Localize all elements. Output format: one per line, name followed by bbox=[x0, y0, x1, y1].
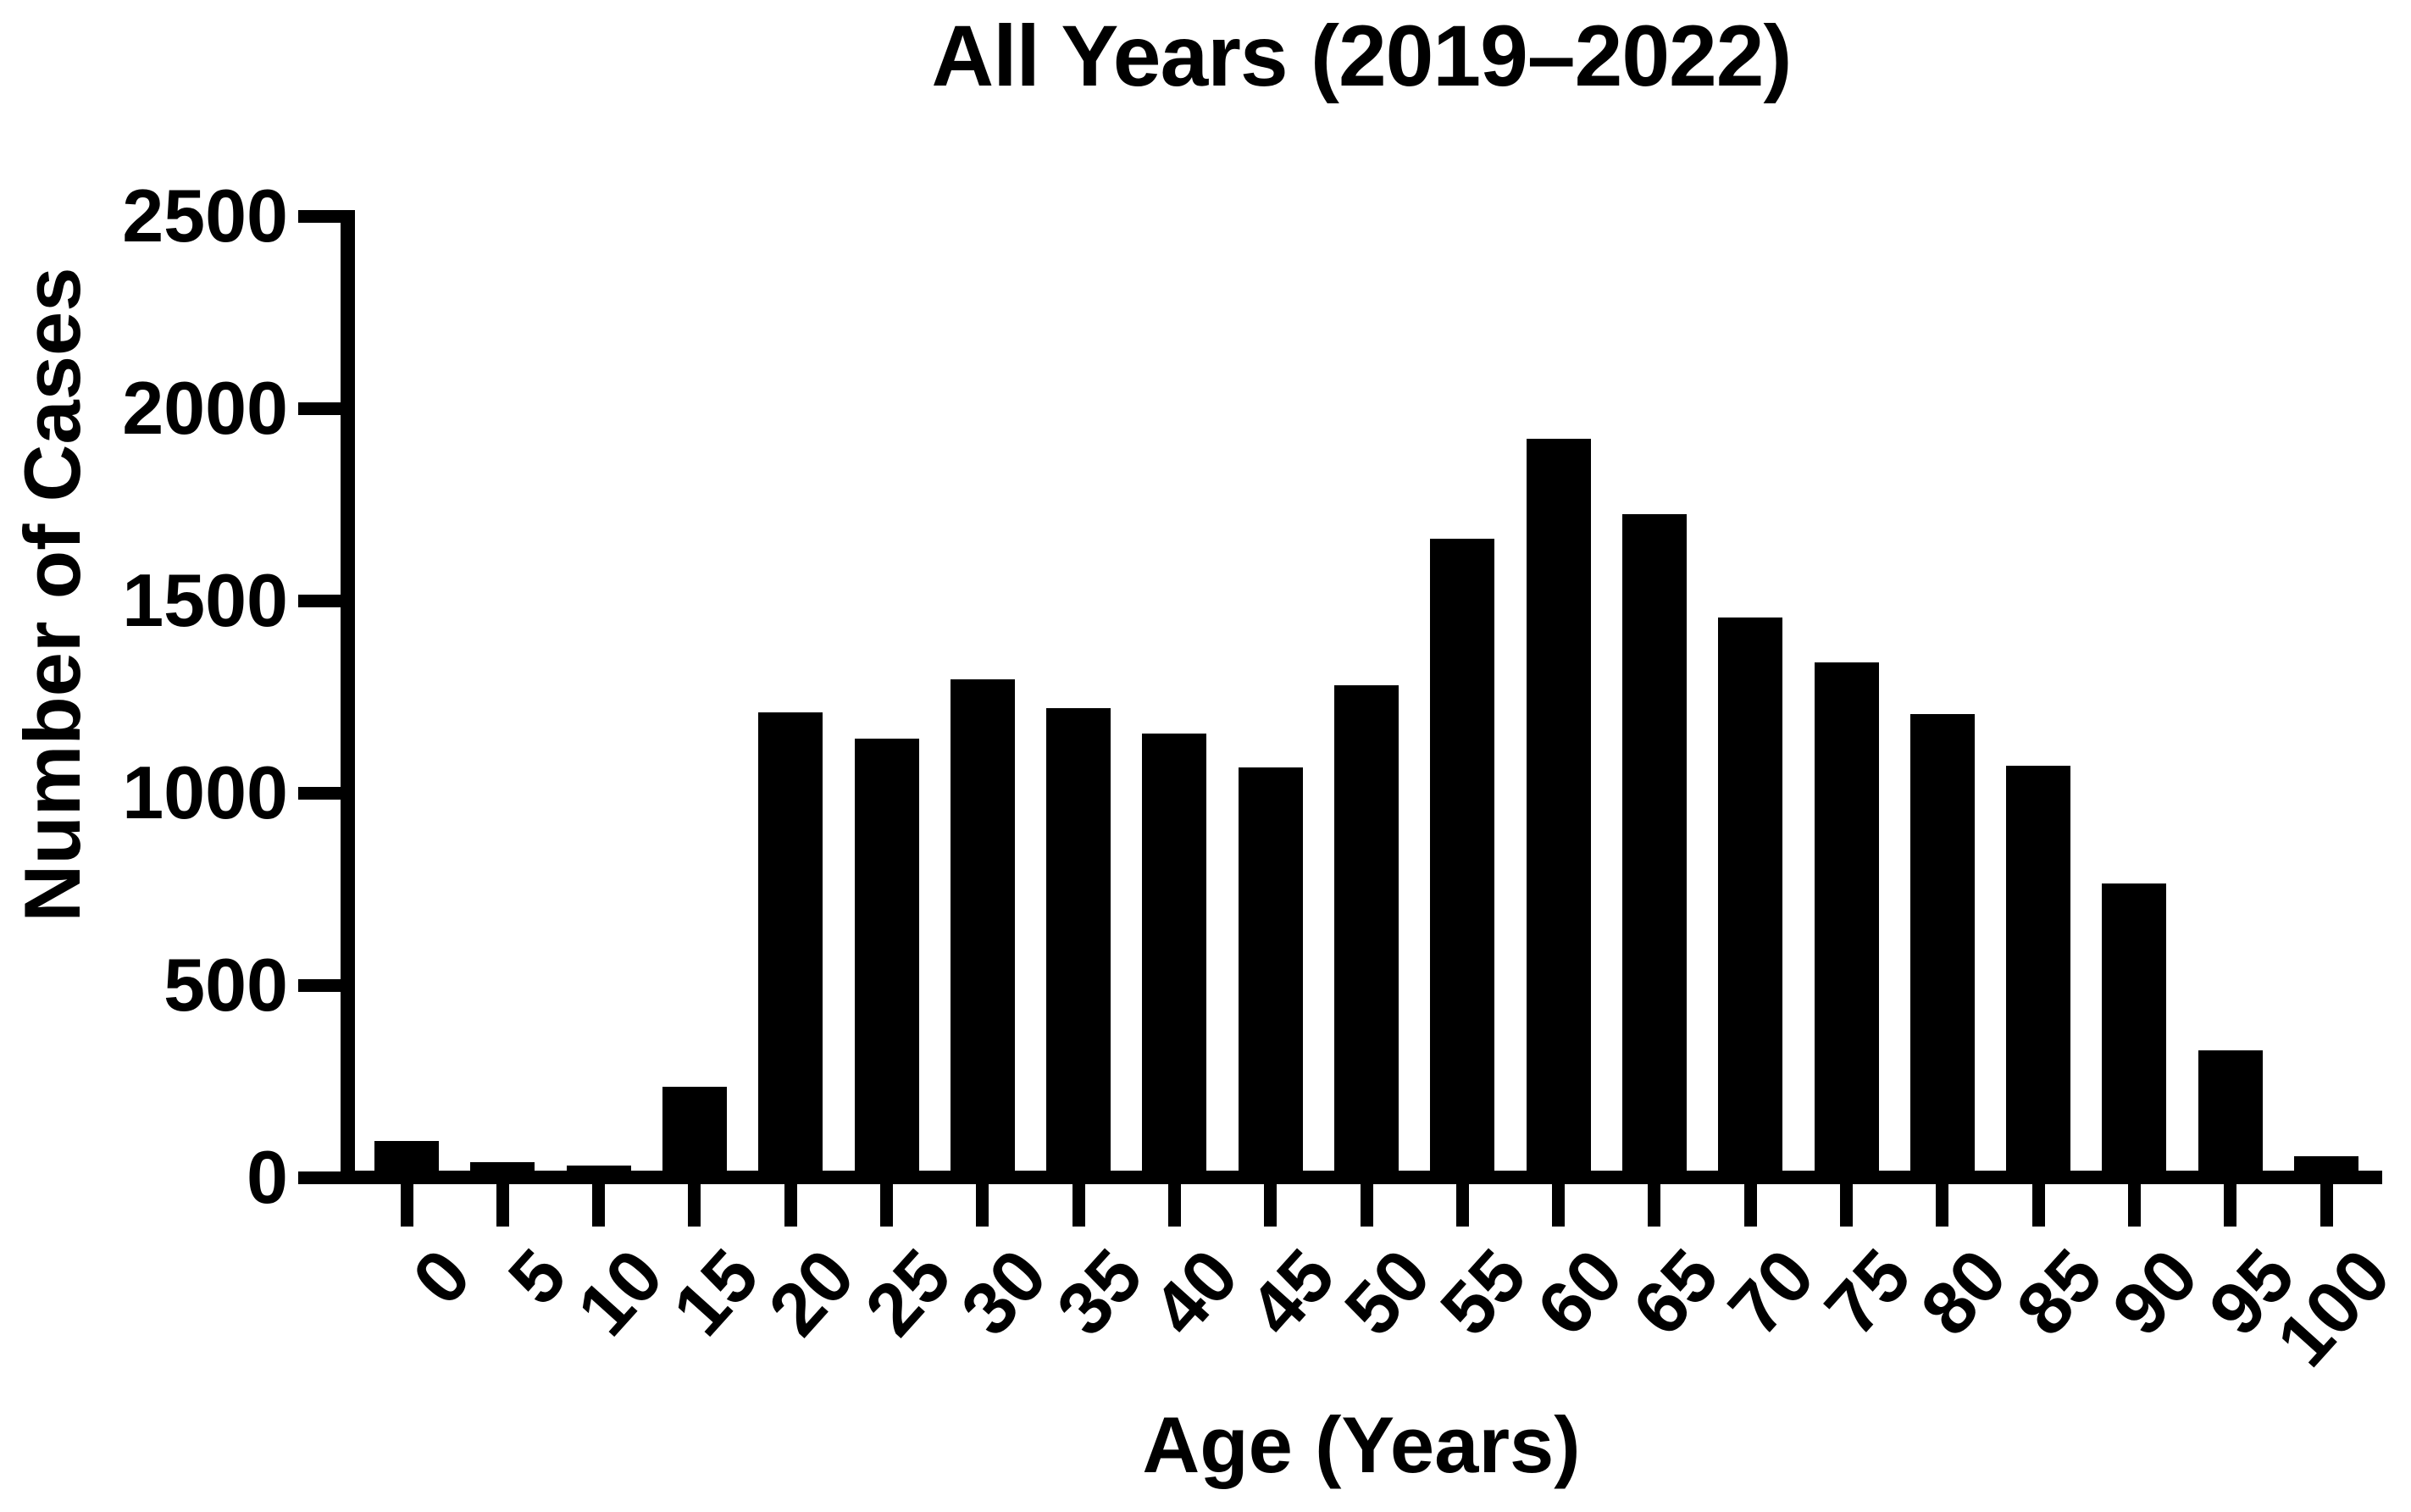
x-tick-mark bbox=[2031, 1184, 2045, 1227]
bar-age-20 bbox=[758, 712, 823, 1184]
x-tick-mark bbox=[976, 1184, 989, 1227]
y-tick-label: 0 bbox=[247, 1135, 288, 1219]
y-tick-label: 2000 bbox=[122, 366, 288, 450]
x-tick-mark bbox=[1264, 1184, 1278, 1227]
x-tick-mark bbox=[1648, 1184, 1661, 1227]
y-tick-mark bbox=[298, 978, 341, 992]
bar-age-75 bbox=[1814, 662, 1879, 1184]
x-tick-mark bbox=[1552, 1184, 1566, 1227]
y-tick-label: 1000 bbox=[122, 750, 288, 834]
x-axis-title: Age (Years) bbox=[1142, 1400, 1581, 1489]
bar-age-15 bbox=[662, 1087, 727, 1184]
x-tick-mark bbox=[1167, 1184, 1181, 1227]
bar-age-50 bbox=[1334, 684, 1399, 1184]
chart-title: All Years (2019–2022) bbox=[931, 8, 1793, 104]
x-tick-mark bbox=[1072, 1184, 1085, 1227]
bar-age-95 bbox=[2198, 1050, 2263, 1184]
x-tick-mark bbox=[1936, 1184, 1949, 1227]
x-tick-mark bbox=[496, 1184, 509, 1227]
y-tick-mark bbox=[298, 786, 341, 800]
y-tick-mark bbox=[298, 1171, 341, 1184]
x-tick-mark bbox=[880, 1184, 893, 1227]
y-tick-mark bbox=[298, 402, 341, 415]
y-tick-label: 500 bbox=[164, 943, 288, 1027]
y-tick-mark bbox=[298, 209, 341, 223]
bar-age-85 bbox=[2006, 766, 2071, 1184]
x-tick-mark bbox=[592, 1184, 606, 1227]
x-tick-mark bbox=[688, 1184, 701, 1227]
bar-age-80 bbox=[1909, 713, 1975, 1184]
y-tick-mark bbox=[298, 594, 341, 607]
x-tick-mark bbox=[1840, 1184, 1853, 1227]
y-tick-label: 1500 bbox=[122, 558, 288, 642]
bar-age-55 bbox=[1430, 539, 1495, 1184]
bar-age-65 bbox=[1621, 513, 1687, 1184]
x-tick-mark bbox=[1455, 1184, 1469, 1227]
x-tick-mark bbox=[784, 1184, 797, 1227]
y-axis-line bbox=[341, 210, 355, 1184]
x-tick-mark bbox=[1360, 1184, 1373, 1227]
bar-age-35 bbox=[1046, 708, 1111, 1184]
x-tick-label: 100 bbox=[2260, 1232, 2407, 1382]
x-tick-label: 0 bbox=[396, 1232, 487, 1321]
x-tick-mark bbox=[1743, 1184, 1757, 1227]
x-axis-line bbox=[341, 1171, 2382, 1184]
y-tick-label: 2500 bbox=[122, 174, 288, 258]
bar-age-25 bbox=[854, 739, 919, 1184]
x-tick-mark bbox=[2320, 1184, 2333, 1227]
bar-age-45 bbox=[1238, 767, 1303, 1184]
x-tick-label: 5 bbox=[492, 1232, 583, 1321]
x-tick-mark bbox=[2224, 1184, 2237, 1227]
bar-age-60 bbox=[1526, 439, 1591, 1184]
x-tick-mark bbox=[400, 1184, 413, 1227]
bar-age-30 bbox=[950, 679, 1015, 1184]
bar-age-70 bbox=[1718, 618, 1783, 1184]
bar-age-40 bbox=[1142, 733, 1207, 1184]
x-tick-mark bbox=[2127, 1184, 2141, 1227]
bar-age-90 bbox=[2102, 883, 2167, 1184]
